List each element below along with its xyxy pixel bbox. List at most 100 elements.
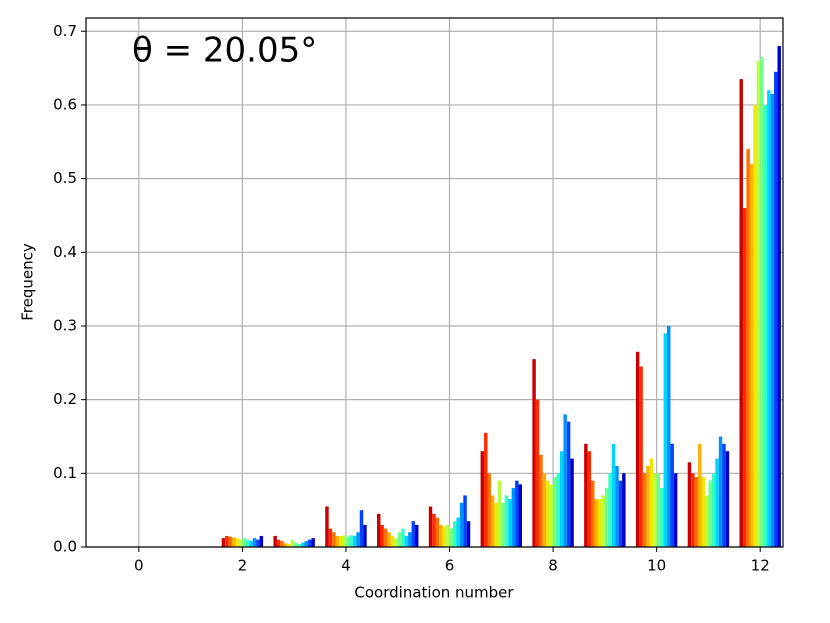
bar xyxy=(584,443,588,547)
bar xyxy=(442,526,447,547)
bar xyxy=(456,517,460,547)
y-axis-label: Frequency xyxy=(19,243,37,321)
bar xyxy=(649,458,654,547)
x-tick-label: 8 xyxy=(548,557,558,575)
bar xyxy=(570,458,574,547)
bar xyxy=(725,451,730,547)
bar xyxy=(363,524,367,547)
bar xyxy=(404,535,409,547)
bar xyxy=(311,538,315,547)
bar xyxy=(767,90,771,548)
bar xyxy=(559,451,564,547)
bar xyxy=(394,538,398,547)
bar xyxy=(380,524,384,547)
bar xyxy=(660,488,664,547)
bar xyxy=(335,535,340,547)
bar xyxy=(452,521,457,547)
bar xyxy=(235,538,239,547)
bar xyxy=(601,495,605,547)
bar xyxy=(508,499,512,547)
bar xyxy=(722,443,726,547)
bar xyxy=(273,535,277,547)
bar xyxy=(777,45,781,547)
bar xyxy=(283,543,288,547)
y-tick-label: 0.3 xyxy=(53,316,77,334)
bar xyxy=(439,524,443,547)
bar xyxy=(252,538,257,547)
bar xyxy=(411,521,415,547)
bar xyxy=(542,473,547,547)
bar xyxy=(604,488,609,547)
bar xyxy=(428,506,433,547)
bar xyxy=(639,366,643,547)
bar xyxy=(608,473,612,547)
bar xyxy=(497,480,502,547)
bar xyxy=(414,524,419,547)
bar xyxy=(539,454,543,547)
y-tick-label: 0.6 xyxy=(53,95,77,113)
bar xyxy=(763,104,768,547)
bar xyxy=(401,528,405,547)
bar xyxy=(515,480,519,547)
bar xyxy=(656,473,661,547)
bar xyxy=(307,539,312,547)
bar xyxy=(518,484,523,547)
bar xyxy=(611,443,616,547)
bar xyxy=(597,499,602,547)
bar xyxy=(667,325,671,547)
bar xyxy=(487,473,491,547)
bar xyxy=(546,480,550,547)
bar xyxy=(556,473,560,547)
x-tick-label: 2 xyxy=(238,557,248,575)
annotation: θ = 20.05° xyxy=(132,31,317,71)
bar xyxy=(535,399,540,547)
bar xyxy=(494,502,498,547)
x-tick-label: 0 xyxy=(134,557,144,575)
bar xyxy=(228,536,233,547)
bar xyxy=(774,71,778,548)
bar xyxy=(594,499,598,547)
bar xyxy=(280,541,284,547)
bar xyxy=(563,414,567,547)
bar xyxy=(694,477,699,547)
y-tick-label: 0.5 xyxy=(53,169,77,187)
bar xyxy=(753,104,757,547)
bar xyxy=(256,539,260,547)
plot-frame xyxy=(85,17,784,548)
bar xyxy=(704,495,709,547)
bar xyxy=(701,477,705,547)
bar xyxy=(377,513,381,547)
bar xyxy=(642,473,647,547)
bar xyxy=(390,535,395,547)
bar xyxy=(276,539,281,547)
x-axis-label: Coordination number xyxy=(354,584,514,602)
bar xyxy=(304,541,308,547)
bar xyxy=(504,495,509,547)
bar xyxy=(221,538,226,547)
bar xyxy=(673,473,678,547)
bar xyxy=(663,333,668,547)
bar xyxy=(511,488,516,547)
x-tick-label: 12 xyxy=(751,557,770,575)
bar xyxy=(245,539,250,547)
bar xyxy=(739,79,743,548)
bar xyxy=(532,359,536,547)
bar xyxy=(387,532,391,547)
bar xyxy=(480,451,485,547)
bar xyxy=(232,537,236,547)
bar xyxy=(345,536,350,547)
bar xyxy=(356,532,360,547)
bar xyxy=(342,535,346,547)
y-tick-label: 0.1 xyxy=(53,464,77,482)
bar xyxy=(466,521,471,547)
bar xyxy=(463,495,467,547)
bar xyxy=(287,544,291,547)
bar xyxy=(297,544,302,547)
bar xyxy=(687,462,692,547)
bar xyxy=(718,436,723,547)
bar xyxy=(249,541,253,547)
bar xyxy=(408,532,412,547)
bar xyxy=(484,432,488,547)
bar xyxy=(653,473,657,547)
x-tick-label: 10 xyxy=(647,557,666,575)
